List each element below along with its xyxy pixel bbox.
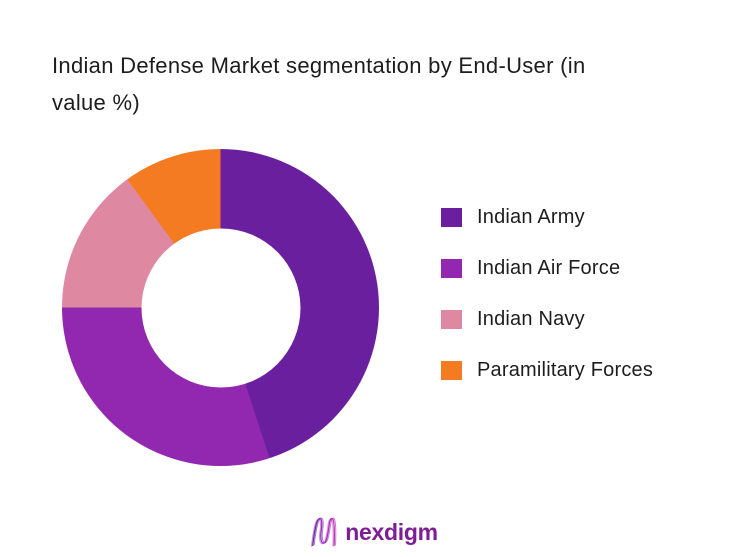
donut-chart [62, 149, 379, 466]
legend-swatch-indian-navy [441, 310, 462, 329]
legend-swatch-indian-air-force [441, 259, 462, 278]
legend-label-indian-air-force: Indian Air Force [477, 257, 621, 279]
chart-title-line-1: Indian Defense Market segmentation by En… [52, 53, 586, 78]
legend: Indian Army Indian Air Force Indian Navy… [441, 206, 653, 382]
footer-brand: nexdigm [0, 514, 748, 550]
legend-item-indian-navy: Indian Navy [441, 308, 653, 331]
legend-item-indian-air-force: Indian Air Force [441, 257, 653, 280]
legend-label-indian-navy: Indian Navy [477, 308, 585, 330]
nexdigm-logo-icon [311, 517, 337, 547]
legend-item-paramilitary-forces: Paramilitary Forces [441, 359, 653, 382]
legend-swatch-indian-army [441, 208, 462, 227]
donut-hole [141, 228, 300, 387]
chart-title: Indian Defense Market segmentation by En… [52, 47, 712, 121]
legend-item-indian-army: Indian Army [441, 206, 653, 229]
legend-swatch-paramilitary-forces [441, 361, 462, 380]
chart-title-line-2: value %) [52, 90, 140, 115]
legend-label-paramilitary-forces: Paramilitary Forces [477, 359, 654, 381]
brand-name: nexdigm [345, 518, 438, 545]
legend-label-indian-army: Indian Army [477, 206, 585, 228]
